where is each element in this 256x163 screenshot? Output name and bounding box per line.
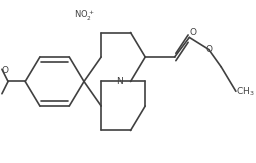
Text: O: O [205,45,212,54]
Text: O: O [189,28,197,37]
Text: NO$_2^+$: NO$_2^+$ [74,8,94,23]
Text: O: O [2,66,9,75]
Text: N: N [116,77,123,86]
Text: CH$_3$: CH$_3$ [236,85,254,97]
